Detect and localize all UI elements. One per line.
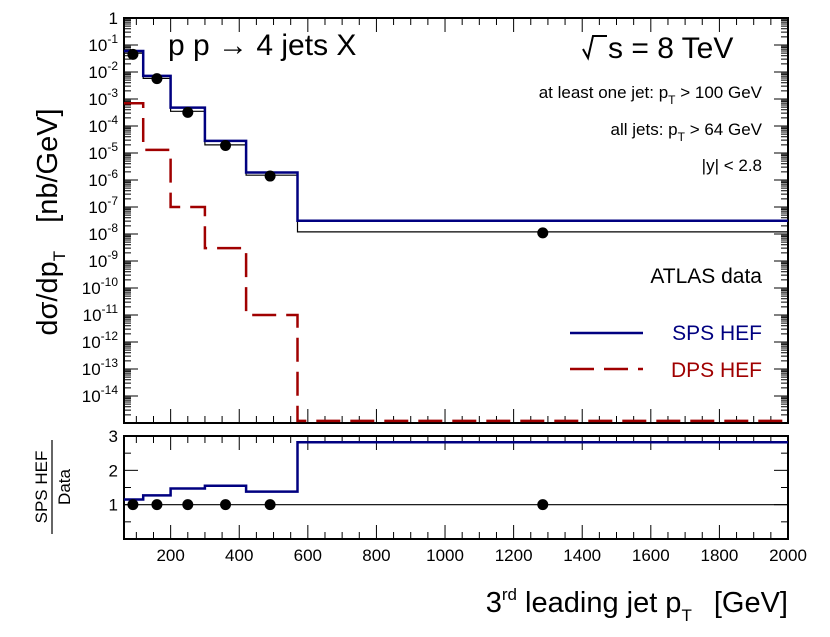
- x-tick-label: 400: [225, 546, 253, 565]
- plot-title: p p → 4 jets X: [168, 29, 356, 62]
- atlas-data-point: [264, 170, 276, 182]
- main-y-tick-label: 10-8: [88, 221, 118, 244]
- dps-hef-step-line: [124, 101, 788, 423]
- atlas-data-point: [127, 48, 139, 60]
- legend-sps-label: SPS HEF: [672, 322, 762, 345]
- svg-text:s = 8 TeV: s = 8 TeV: [608, 32, 733, 65]
- main-y-tick-label: 10-4: [88, 113, 118, 136]
- main-y-tick-label: 10-2: [88, 59, 118, 82]
- ratio-y-tick-label: 3: [109, 427, 118, 446]
- main-y-axis-title: dσ/dpT[nb/GeV]: [32, 108, 69, 335]
- atlas-data-point: [537, 227, 549, 239]
- svg-text:SPS HEF: SPS HEF: [32, 451, 51, 524]
- cut-leading-jet: at least one jet: pT > 100 GeV: [539, 83, 763, 107]
- ratio-y-tick-label: 1: [109, 496, 118, 515]
- main-y-tick-label: 10-14: [82, 383, 119, 406]
- main-y-tick-label: 10-1: [88, 32, 118, 55]
- x-tick-label: 1600: [632, 546, 670, 565]
- main-y-tick-label: 10-6: [88, 167, 118, 190]
- x-tick-label: 1400: [563, 546, 601, 565]
- energy-label: s = 8 TeV: [582, 32, 733, 65]
- x-tick-label: 600: [294, 546, 322, 565]
- ratio-data-point: [537, 499, 549, 511]
- sqrt-sign: [582, 35, 607, 61]
- main-y-tick-label: 10-11: [83, 302, 119, 325]
- main-y-tick-label: 10-3: [88, 86, 118, 109]
- main-y-tick-label: 10-12: [82, 329, 119, 352]
- main-y-tick-label: 10-5: [88, 140, 118, 163]
- atlas-data-point: [182, 106, 194, 118]
- x-tick-label: 200: [156, 546, 184, 565]
- data-label: ATLAS data: [650, 265, 762, 288]
- ratio-y-tick-label: 2: [109, 461, 118, 480]
- x-tick-label: 1000: [426, 546, 464, 565]
- svg-text:Data: Data: [55, 469, 74, 505]
- x-axis-title: 3rd leading jet pT [GeV]: [486, 585, 788, 625]
- x-tick-label: 800: [362, 546, 390, 565]
- main-y-tick-label: 10-9: [88, 248, 118, 271]
- ratio-y-axis-title: SPS HEF Data: [32, 440, 74, 534]
- ratio-plot-frame: [123, 435, 789, 540]
- x-tick-label: 2000: [769, 546, 807, 565]
- atlas-data-point: [151, 73, 163, 85]
- ratio-data-point: [220, 499, 232, 511]
- series-layer: [124, 48, 788, 511]
- x-tick-label: 1800: [700, 546, 738, 565]
- main-y-tick-label: 10-10: [82, 275, 119, 298]
- main-y-tick-label: 1: [109, 9, 118, 28]
- ratio-data-point: [264, 499, 276, 511]
- atlas-data-point: [220, 139, 232, 151]
- legend-dps-label: DPS HEF: [671, 359, 762, 382]
- cut-rapidity: |y| < 2.8: [702, 156, 762, 175]
- sps-hef-step-line: [124, 49, 788, 222]
- ratio-data-point: [182, 499, 194, 511]
- ratio-data-point: [151, 499, 163, 511]
- ratio-data-point: [127, 499, 139, 511]
- ratio-sps-step-line: [124, 440, 788, 501]
- cut-all-jets: all jets: pT > 64 GeV: [611, 120, 763, 144]
- main-y-tick-label: 10-7: [88, 194, 118, 217]
- main-y-tick-label: 10-13: [82, 356, 119, 379]
- x-tick-label: 1200: [495, 546, 533, 565]
